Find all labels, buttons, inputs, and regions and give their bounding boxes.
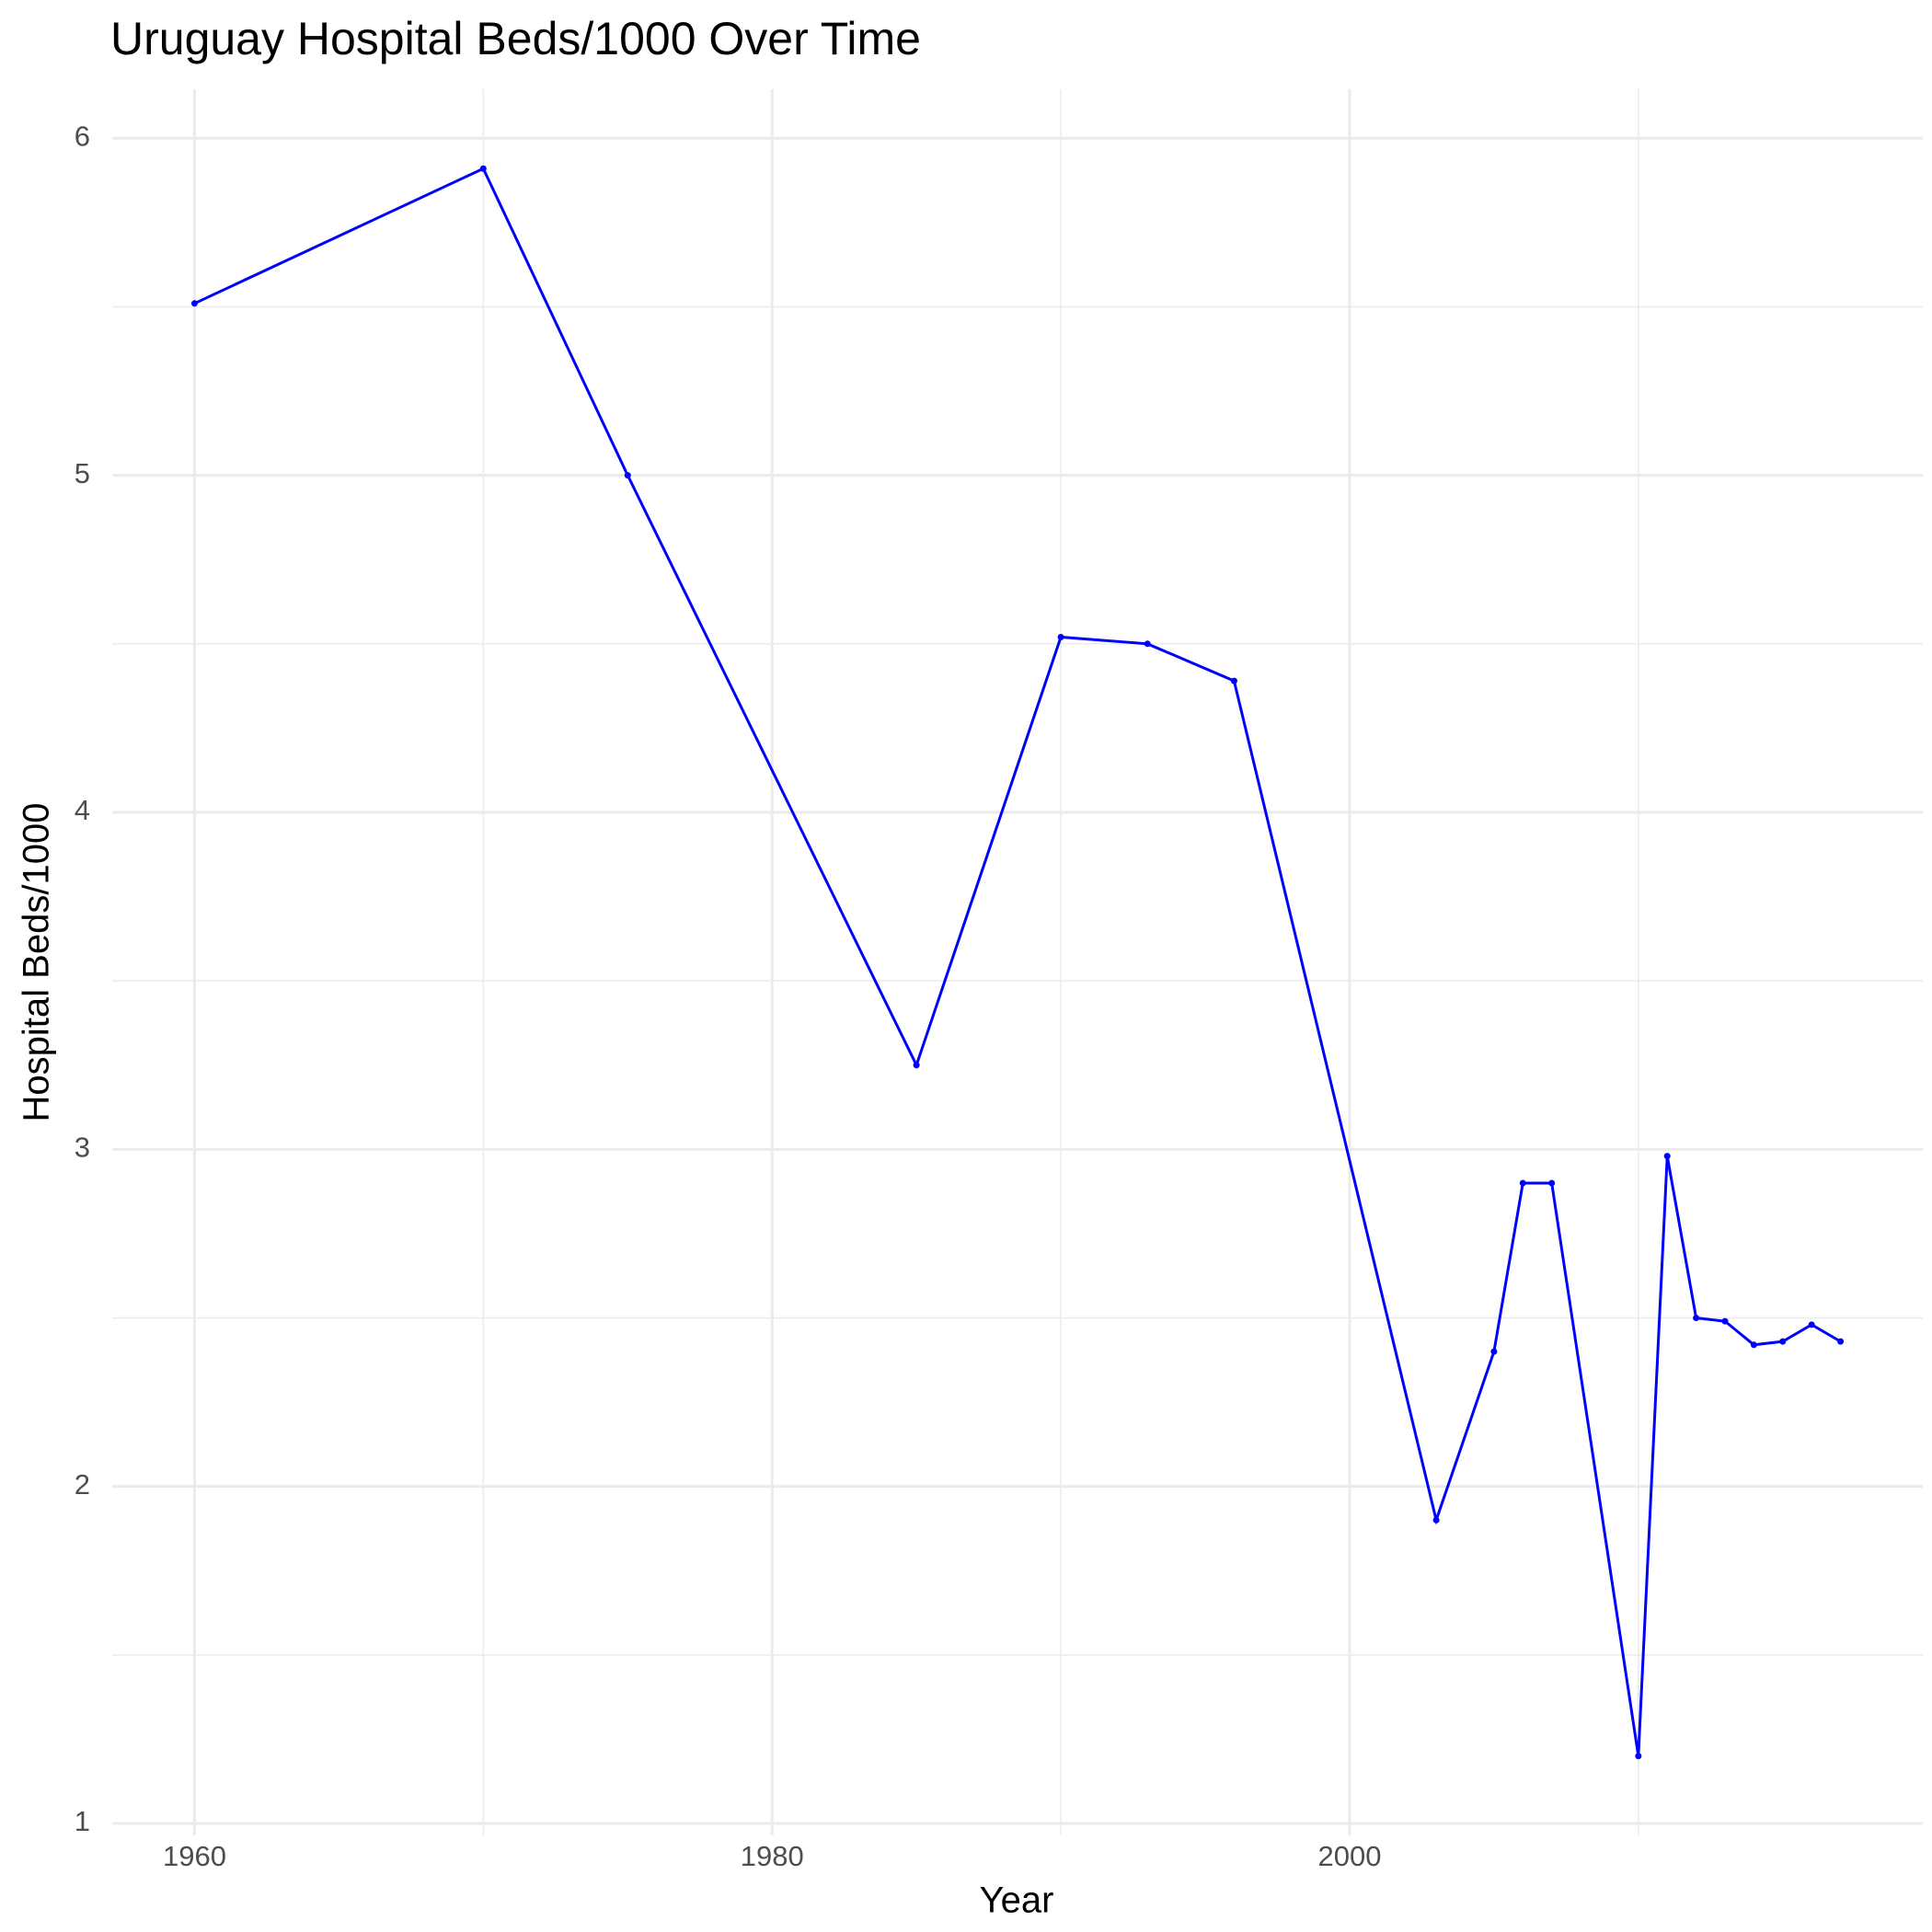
- data-point: [1230, 677, 1237, 684]
- data-point: [190, 300, 198, 307]
- data-point: [1432, 1516, 1440, 1524]
- y-tick-label: 1: [75, 1805, 90, 1837]
- y-tick-label: 4: [75, 794, 90, 826]
- data-line: [193, 167, 1842, 1756]
- data-point: [624, 472, 631, 479]
- data-point: [1779, 1338, 1787, 1345]
- data-point: [913, 1062, 920, 1069]
- x-tick-label: 2000: [1317, 1840, 1381, 1872]
- y-tick-label: 3: [75, 1132, 90, 1164]
- y-tick-label: 5: [75, 457, 90, 489]
- y-tick-label: 2: [75, 1468, 90, 1501]
- x-tick-label: 1960: [163, 1840, 226, 1872]
- chart-title: Uruguay Hospital Beds/1000 Over Time: [110, 13, 921, 64]
- data-point: [1693, 1314, 1700, 1321]
- y-tick-label: 6: [75, 120, 90, 152]
- data-point: [1519, 1179, 1526, 1187]
- x-axis-title: Year: [980, 1880, 1054, 1921]
- data-point: [1490, 1348, 1498, 1355]
- x-tick-label: 1980: [741, 1840, 804, 1872]
- data-point: [1635, 1753, 1642, 1760]
- data-point: [1663, 1153, 1671, 1160]
- data-point: [1057, 633, 1064, 640]
- data-point: [1548, 1179, 1556, 1187]
- data-point: [479, 165, 487, 172]
- y-axis-title: Hospital Beds/1000: [17, 803, 57, 1122]
- data-point: [1721, 1317, 1729, 1325]
- data-point: [1837, 1338, 1845, 1345]
- data-point: [1144, 640, 1151, 648]
- data-point: [1750, 1341, 1757, 1349]
- data-point: [1808, 1321, 1815, 1328]
